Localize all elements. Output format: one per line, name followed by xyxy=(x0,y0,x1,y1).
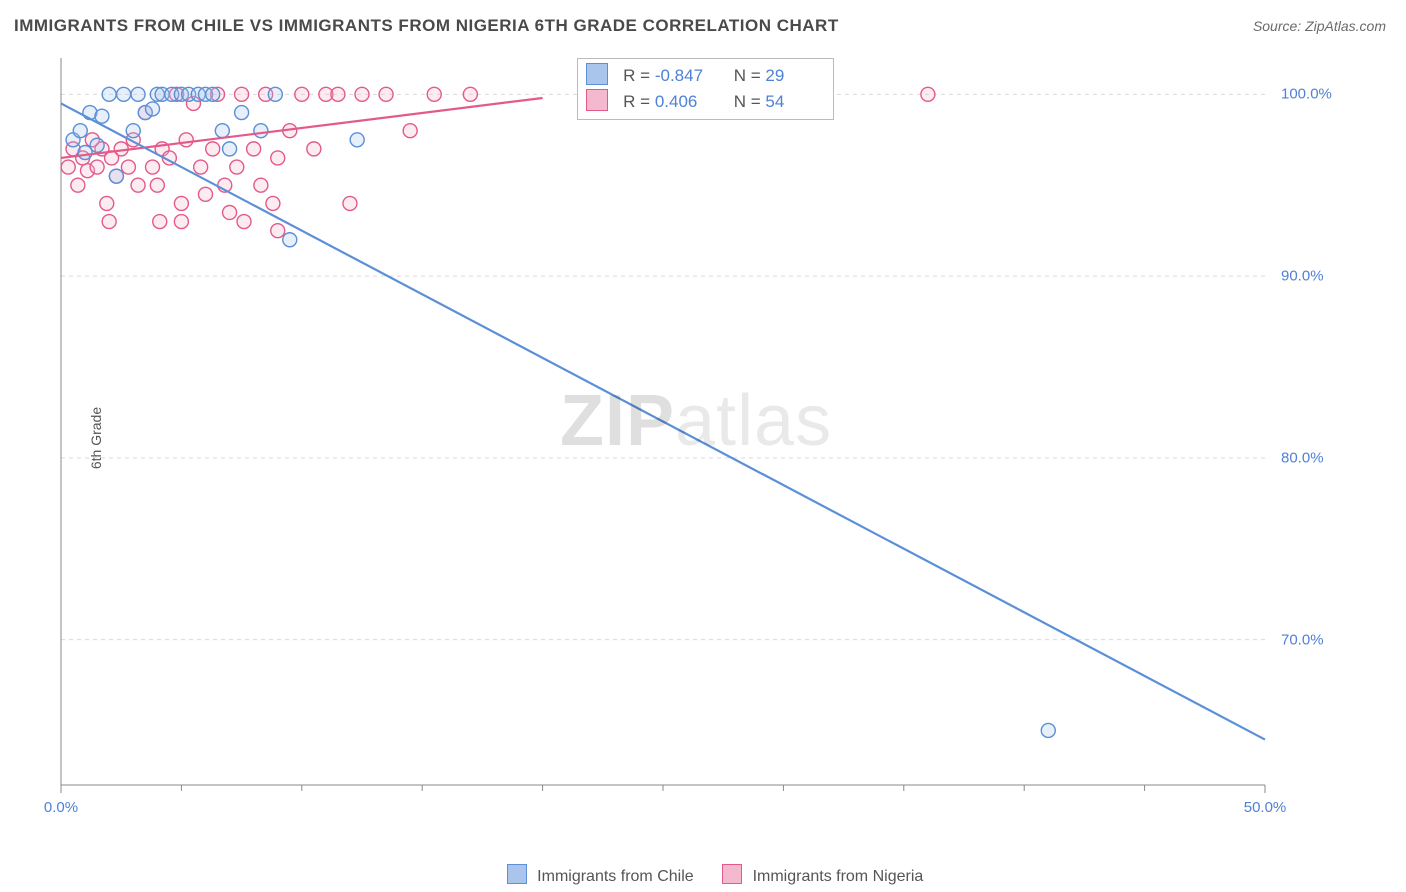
y-axis-label: 6th Grade xyxy=(88,406,104,468)
stats-row-nigeria: R = 0.406 N = 54 xyxy=(586,89,825,115)
x-tick-label: 0.0% xyxy=(44,799,78,816)
legend-label-nigeria: Immigrants from Nigeria xyxy=(753,868,924,885)
r-value-chile: -0.847 xyxy=(655,63,715,89)
swatch-chile-icon xyxy=(507,864,527,884)
n-label: N = xyxy=(734,66,761,85)
swatch-nigeria-icon xyxy=(586,89,608,111)
source-attribution: Source: ZipAtlas.com xyxy=(1253,18,1386,34)
stats-legend: R = -0.847 N = 29 R = 0.406 N = 54 xyxy=(577,58,834,120)
plot-area: 6th Grade ZIPatlas R = -0.847 N = 29 R =… xyxy=(55,50,1345,825)
bottom-legend: Immigrants from Chile Immigrants from Ni… xyxy=(0,864,1406,886)
r-label: R = xyxy=(623,92,650,111)
r-value-nigeria: 0.406 xyxy=(655,89,715,115)
n-value-nigeria: 54 xyxy=(765,89,825,115)
source-prefix: Source: xyxy=(1253,18,1305,34)
source-name: ZipAtlas.com xyxy=(1305,18,1386,34)
y-tick-label: 70.0% xyxy=(1281,631,1324,648)
stats-row-chile: R = -0.847 N = 29 xyxy=(586,63,825,89)
y-tick-label: 90.0% xyxy=(1281,268,1324,285)
n-value-chile: 29 xyxy=(765,63,825,89)
legend-label-chile: Immigrants from Chile xyxy=(537,868,693,885)
chart-title: IMMIGRANTS FROM CHILE VS IMMIGRANTS FROM… xyxy=(14,16,839,36)
swatch-chile-icon xyxy=(586,63,608,85)
y-tick-label: 100.0% xyxy=(1281,86,1332,103)
r-label: R = xyxy=(623,66,650,85)
x-tick-label: 50.0% xyxy=(1244,799,1287,816)
n-label: N = xyxy=(734,92,761,111)
chart-svg xyxy=(55,50,1345,825)
swatch-nigeria-icon xyxy=(722,864,742,884)
y-tick-label: 80.0% xyxy=(1281,449,1324,466)
